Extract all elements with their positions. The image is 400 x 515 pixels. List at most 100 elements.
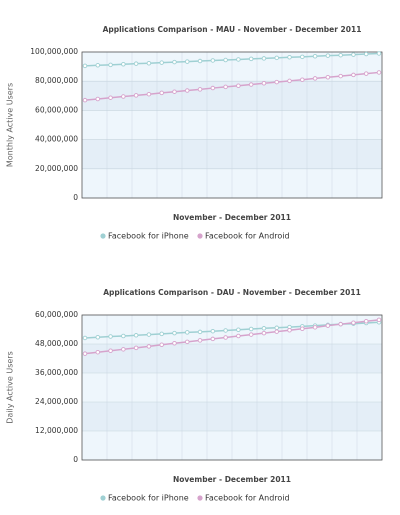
point [95, 334, 101, 340]
legend-label: Facebook for Android [205, 494, 290, 503]
point [300, 77, 305, 82]
point [146, 332, 152, 337]
point [287, 78, 292, 84]
point [108, 95, 113, 100]
y-tick-label: 80,000,000 [35, 76, 78, 85]
point [210, 58, 216, 63]
point [274, 79, 279, 85]
point [108, 348, 113, 354]
point [223, 57, 228, 63]
point [300, 326, 305, 332]
point [287, 327, 292, 333]
point [287, 55, 292, 60]
point [325, 75, 331, 80]
point [172, 59, 177, 65]
legend-label: Facebook for iPhone [108, 494, 189, 503]
point [82, 335, 88, 341]
plot-border [81, 51, 383, 199]
point [197, 338, 203, 343]
point [210, 85, 216, 91]
legend-swatch [197, 495, 203, 501]
point [325, 53, 331, 58]
point [351, 320, 356, 325]
point [376, 51, 382, 56]
y-tick-label: 0 [73, 455, 78, 464]
point [133, 345, 139, 351]
point [351, 52, 356, 57]
y-tick-label: 60,000,000 [35, 310, 78, 319]
point [338, 321, 343, 327]
y-tick-label: 40,000,000 [35, 135, 78, 144]
point [121, 62, 126, 67]
y-tick-label: 0 [73, 193, 78, 202]
x-axis-label: November - December 2011 [173, 475, 291, 484]
point [261, 56, 267, 61]
point [312, 325, 318, 330]
legend-label: Facebook for Android [205, 232, 290, 241]
point [261, 330, 267, 336]
point [121, 333, 126, 339]
point [172, 330, 177, 336]
chart-title: Applications Comparison - MAU - November… [103, 25, 362, 34]
point [338, 52, 343, 58]
point [236, 333, 241, 339]
point [210, 336, 216, 342]
point [172, 89, 177, 94]
point [95, 63, 101, 68]
point [274, 55, 279, 61]
point [133, 61, 139, 66]
legend-swatch [197, 233, 203, 239]
point [376, 317, 382, 323]
legend-swatch [100, 495, 106, 501]
point [159, 331, 164, 337]
point [248, 326, 254, 332]
legend-label: Facebook for iPhone [108, 232, 189, 241]
point [261, 326, 267, 331]
point [133, 333, 139, 338]
y-axis-label: Daily Active Users [6, 351, 15, 423]
point [363, 71, 369, 76]
point [300, 54, 305, 60]
point [121, 94, 126, 99]
point [108, 62, 113, 68]
point [312, 53, 318, 59]
point [172, 341, 177, 346]
point [325, 323, 331, 328]
point [146, 91, 152, 97]
y-tick-label: 48,000,000 [35, 339, 78, 348]
y-tick-label: 36,000,000 [35, 368, 78, 377]
y-tick-label: 60,000,000 [35, 105, 78, 114]
chart-title: Applications Comparison - DAU - November… [103, 288, 361, 297]
x-axis-label: November - December 2011 [173, 213, 291, 222]
y-tick-label: 24,000,000 [35, 397, 78, 406]
point [223, 328, 228, 333]
point [133, 93, 139, 98]
plot-border [81, 314, 383, 461]
point [146, 344, 152, 349]
point [274, 329, 279, 334]
point [351, 72, 356, 78]
point [159, 90, 164, 96]
point [223, 335, 228, 340]
point [197, 87, 203, 92]
point [223, 84, 228, 90]
point [159, 60, 164, 65]
point [248, 56, 254, 62]
legend-swatch [100, 233, 106, 239]
point [197, 329, 203, 335]
point [185, 330, 190, 335]
point [82, 63, 88, 69]
point [376, 70, 382, 75]
point [236, 57, 241, 62]
point [363, 319, 369, 324]
point [185, 88, 190, 93]
point [197, 58, 203, 64]
point [146, 60, 152, 66]
y-axis-label: Monthly Active Users [6, 83, 15, 167]
point [159, 342, 164, 347]
point [82, 97, 88, 103]
point [121, 347, 126, 352]
point [236, 327, 241, 332]
point [312, 76, 318, 81]
